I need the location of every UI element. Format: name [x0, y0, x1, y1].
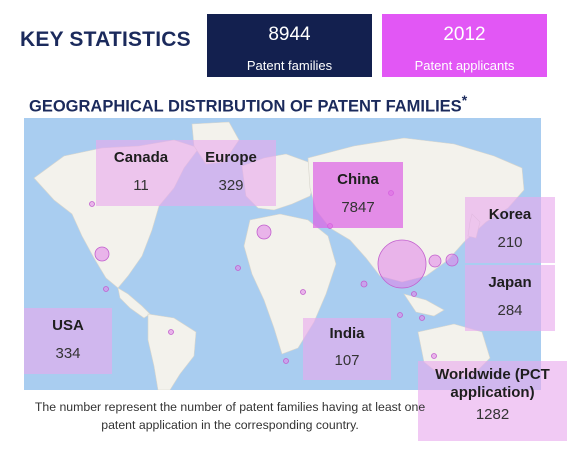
country-box-japan: Japan 284 — [465, 265, 555, 331]
patent-families-stat: 8944 Patent families — [207, 14, 372, 77]
country-value-india: 107 — [334, 352, 360, 369]
usa-bubble — [94, 246, 110, 262]
southeast-asia-landmass — [403, 293, 445, 317]
mexico-bubble — [103, 286, 109, 292]
country-box-canada: Canada 11 — [96, 140, 186, 206]
country-name-worldwide: Worldwide (PCT application) — [435, 366, 550, 401]
geographical-distribution-title: GEOGRAPHICAL DISTRIBUTION OF PATENT FAMI… — [29, 92, 467, 117]
patent-applicants-value: 2012 — [443, 24, 486, 45]
country-value-japan: 284 — [497, 302, 523, 319]
country-value-usa: 334 — [55, 345, 81, 362]
key-statistics-title: KEY STATISTICS — [20, 28, 191, 51]
country-box-usa: USA 334 — [24, 308, 112, 374]
geo-title-text: GEOGRAPHICAL DISTRIBUTION OF PATENT FAMI… — [29, 97, 462, 116]
country-box-china: China 7847 — [313, 162, 403, 228]
country-name-canada: Canada — [113, 149, 169, 166]
china-bubble — [377, 239, 427, 289]
indonesia-bubble — [397, 312, 403, 318]
middle-east-bubble — [300, 289, 306, 295]
country-name-china: China — [337, 171, 379, 188]
country-box-europe: Europe 329 — [186, 140, 276, 206]
country-value-worldwide: 1282 — [475, 406, 510, 423]
country-value-china: 7847 — [341, 199, 375, 216]
southeast-asia-bubble — [411, 291, 417, 297]
geo-title-asterisk: * — [461, 92, 468, 108]
country-name-korea: Korea — [488, 206, 532, 223]
country-value-europe: 329 — [218, 177, 244, 194]
brazil-bubble — [168, 329, 174, 335]
india-bubble — [360, 280, 368, 288]
patent-families-label: Patent families — [246, 58, 333, 73]
country-box-korea: Korea 210 — [465, 197, 555, 263]
country-name-india: India — [329, 325, 365, 342]
taiwan-bubble — [419, 315, 425, 321]
country-box-worldwide: Worldwide (PCT application) 1282 — [418, 361, 567, 441]
patent-families-value: 8944 — [268, 24, 311, 45]
patent-applicants-label: Patent applicants — [414, 58, 515, 73]
south-america-landmass — [147, 313, 197, 390]
country-name-europe: Europe — [205, 149, 257, 166]
europe-bubble — [256, 224, 272, 240]
footnote-text: The number represent the number of paten… — [34, 400, 426, 432]
country-name-usa: USA — [52, 317, 84, 334]
central-america-landmass — [117, 287, 151, 319]
korea-bubble — [428, 254, 442, 268]
patent-applicants-stat: 2012 Patent applicants — [382, 14, 547, 77]
country-name-japan: Japan — [488, 274, 532, 291]
country-value-canada: 11 — [133, 177, 149, 194]
africa-north-bubble — [235, 265, 241, 271]
japan-bubble — [445, 253, 459, 267]
country-box-india: India 107 — [303, 318, 391, 380]
canada-bubble — [89, 201, 95, 207]
country-value-korea: 210 — [497, 234, 523, 251]
africa-bubble — [283, 358, 289, 364]
australia-bubble — [431, 353, 437, 359]
